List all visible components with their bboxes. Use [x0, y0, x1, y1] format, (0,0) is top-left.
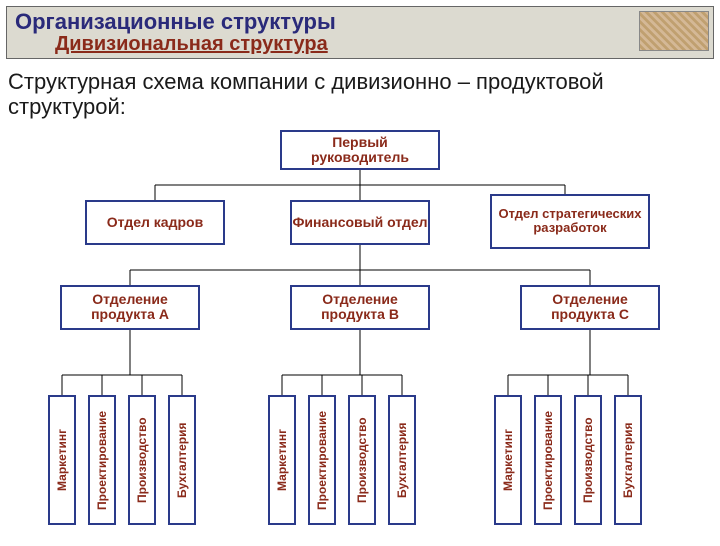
fn-c-2-label: Производство — [581, 417, 595, 503]
fn-c-3: Бухгалтерия — [614, 395, 642, 525]
fn-b-0-label: Маркетинг — [275, 429, 289, 491]
fn-b-0: Маркетинг — [268, 395, 296, 525]
node-l2-1-label: Финансовый отдел — [292, 215, 427, 230]
fn-b-3-label: Бухгалтерия — [395, 422, 409, 498]
node-l3-2-label: Отделение продукта С — [522, 292, 658, 321]
fn-a-3: Бухгалтерия — [168, 395, 196, 525]
header-subtitle: Дивизиональная структура — [55, 33, 631, 56]
fn-b-2-label: Производство — [355, 417, 369, 503]
header-bar: Организационные структуры Дивизиональная… — [6, 6, 714, 59]
description-paragraph: Структурная схема компании с дивизионно … — [0, 65, 720, 120]
fn-b-2: Производство — [348, 395, 376, 525]
node-l2-2-label: Отдел стратегических разработок — [492, 207, 648, 234]
node-l2-1: Финансовый отдел — [290, 200, 430, 245]
fn-a-1: Проектирование — [88, 395, 116, 525]
node-top: Первый руководитель — [280, 130, 440, 170]
fn-c-0-label: Маркетинг — [501, 429, 515, 491]
node-l2-2: Отдел стратегических разработок — [490, 194, 650, 249]
fn-a-2: Производство — [128, 395, 156, 525]
node-l3-2: Отделение продукта С — [520, 285, 660, 330]
fn-a-1-label: Проектирование — [95, 410, 109, 509]
fn-b-1: Проектирование — [308, 395, 336, 525]
fn-a-0: Маркетинг — [48, 395, 76, 525]
fn-c-3-label: Бухгалтерия — [621, 422, 635, 498]
node-top-label: Первый руководитель — [282, 135, 438, 164]
fn-c-1: Проектирование — [534, 395, 562, 525]
fn-c-1-label: Проектирование — [541, 410, 555, 509]
fn-b-1-label: Проектирование — [315, 410, 329, 509]
node-l3-0-label: Отделение продукта А — [62, 292, 198, 321]
people-image — [639, 11, 709, 51]
node-l2-0: Отдел кадров — [85, 200, 225, 245]
header-title: Организационные структуры — [15, 9, 631, 35]
node-l3-0: Отделение продукта А — [60, 285, 200, 330]
fn-b-3: Бухгалтерия — [388, 395, 416, 525]
fn-a-2-label: Производство — [135, 417, 149, 503]
org-chart: Первый руководитель Отдел кадров Финансо… — [0, 120, 720, 540]
fn-a-0-label: Маркетинг — [55, 429, 69, 491]
node-l2-0-label: Отдел кадров — [107, 215, 203, 230]
fn-c-0: Маркетинг — [494, 395, 522, 525]
node-l3-1-label: Отделение продукта В — [292, 292, 428, 321]
header-text: Организационные структуры Дивизиональная… — [9, 9, 637, 56]
fn-c-2: Производство — [574, 395, 602, 525]
fn-a-3-label: Бухгалтерия — [175, 422, 189, 498]
node-l3-1: Отделение продукта В — [290, 285, 430, 330]
